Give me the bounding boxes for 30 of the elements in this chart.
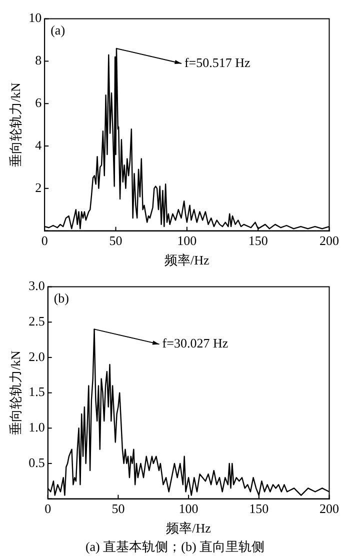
- x-tick-label: 0: [44, 501, 52, 516]
- chart-title: (a): [50, 22, 66, 38]
- y-tick-label: 2.0: [28, 348, 45, 364]
- y-axis-title: 垂向轮轨力/kN: [8, 350, 24, 436]
- x-tick-label: 200: [320, 233, 339, 248]
- y-tick-label: 6: [35, 95, 42, 110]
- y-tick-label: 0.5: [28, 454, 45, 470]
- x-tick-label: 100: [177, 233, 197, 248]
- x-tick-label: 200: [320, 501, 339, 516]
- x-tick-label: 50: [109, 233, 122, 248]
- x-tick-label: 150: [249, 501, 269, 516]
- y-tick-label: 3.0: [28, 278, 45, 294]
- y-tick-label: 2.5: [28, 314, 45, 329]
- x-tick-label: 100: [178, 501, 198, 516]
- y-tick-label: 1.0: [28, 420, 45, 435]
- y-tick-label: 2: [35, 180, 42, 195]
- x-tick-label: 0: [41, 233, 48, 248]
- y-tick-label: 8: [35, 52, 42, 68]
- chart-title: (b): [54, 290, 70, 306]
- y-axis-title: 垂向轮轨力/kN: [8, 82, 24, 168]
- x-axis-title: 频率/Hz: [166, 520, 212, 536]
- y-tick-label: 1.5: [28, 384, 45, 400]
- annotation: f=50.517 Hz: [184, 54, 251, 70]
- x-tick-label: 150: [248, 233, 268, 248]
- text: (a) 直基本轨侧；(b) 直向里轨侧: [84, 538, 266, 556]
- y-tick-label: 10: [28, 10, 42, 26]
- annotation: f=30.027 Hz: [162, 336, 228, 351]
- y-tick-label: 4: [35, 137, 42, 152]
- x-tick-label: 50: [112, 501, 125, 516]
- x-axis-title: 频率/Hz: [164, 252, 210, 268]
